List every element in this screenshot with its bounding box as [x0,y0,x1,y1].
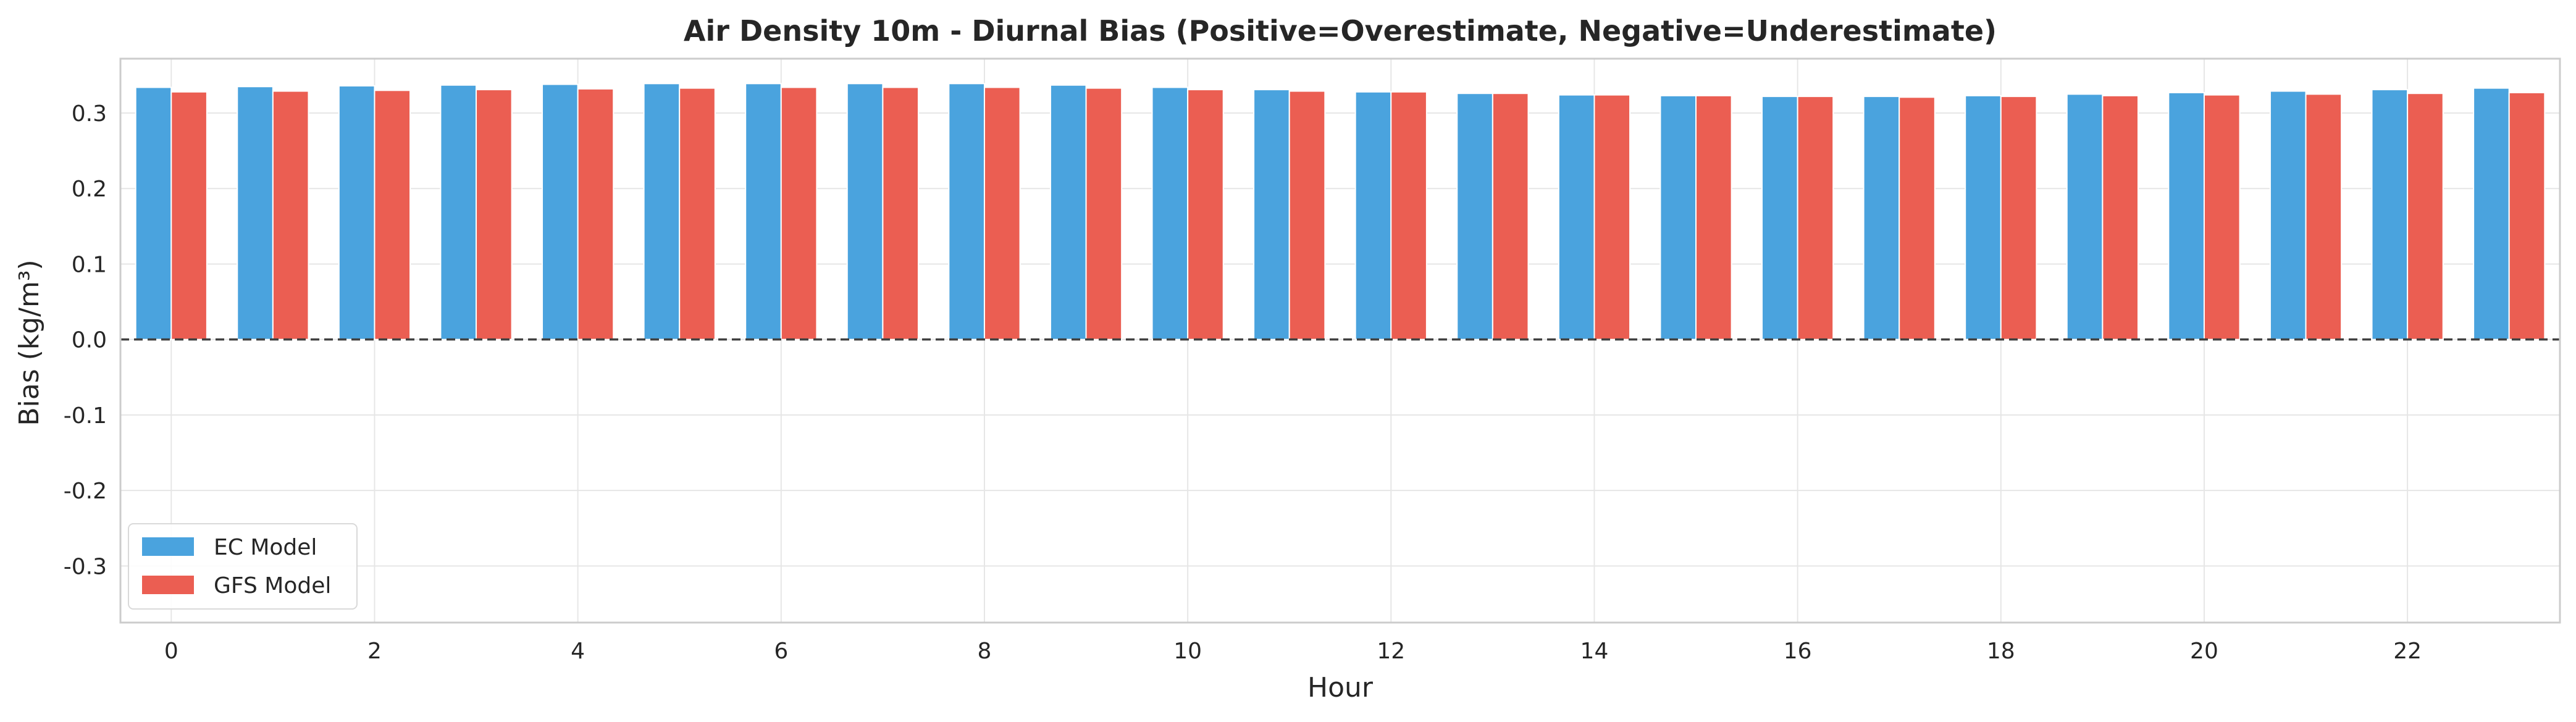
bar-ec-model [1659,94,1697,340]
bar-ec-model [1354,91,1392,340]
bar-gfs-model [2407,93,2444,340]
bar-gfs-model [374,90,411,340]
bar-ec-model [1151,86,1189,340]
legend: EC Model GFS Model [128,523,358,610]
bar-gfs-model [882,86,919,340]
bar-ec-model [1863,96,1900,340]
y-tick-label: -0.2 [64,479,107,504]
bar-ec-model [2269,90,2307,340]
bar-ec-model [2473,87,2510,340]
bar-gfs-model [2203,94,2241,340]
bar-gfs-model [780,86,818,340]
bar-gfs-model [2000,96,2037,340]
bar-gfs-model [577,88,615,340]
x-tick-label: 2 [367,639,382,664]
bar-ec-model [1761,96,1798,340]
bar-gfs-model [1085,87,1123,340]
bar-gfs-model [1187,89,1224,340]
y-axis-label: Bias (kg/m³) [14,259,45,426]
ticks-layer: 0.3 0.2 0.1 0.0 -0.1 -0.2 -0.3 0 2 4 6 8 10 12 14 16 18 2… [64,101,2422,664]
bar-ec-model [2168,92,2205,340]
bar-ec-model [1253,89,1290,340]
bar-gfs-model [1898,96,1936,340]
bar-ec-model [948,83,985,340]
bar-ec-model [237,86,274,340]
bar-ec-model [135,86,172,340]
bar-gfs-model [2508,92,2546,340]
bar-ec-model [440,84,477,340]
x-tick-label: 14 [1580,639,1609,664]
x-tick-label: 18 [1987,639,2015,664]
bar-ec-model [745,83,782,340]
bar-ec-model [2371,89,2409,340]
y-tick-label: -0.1 [64,403,107,429]
bar-gfs-model [1491,93,1529,340]
bar-gfs-model [2102,94,2139,340]
bar-gfs-model [1797,96,1834,340]
x-tick-label: 0 [164,639,178,664]
bar-ec-model [542,83,579,340]
bar-gfs-model [983,86,1021,340]
bar-ec-model [338,85,375,340]
bar-ec-model [1558,94,1595,340]
bar-gfs-model [170,91,208,340]
x-tick-label: 12 [1377,639,1405,664]
bar-gfs-model [1593,94,1631,340]
legend-label-ec-model: EC Model [214,535,317,560]
x-tick-label: 20 [2190,639,2218,664]
bar-ec-model [2066,93,2104,340]
bar-gfs-model [272,90,309,340]
y-tick-label: 0.3 [72,101,107,127]
legend-label-gfs-model: GFS Model [214,573,331,598]
x-tick-label: 8 [978,639,992,664]
bar-ec-model [1456,93,1493,340]
bar-ec-model [1049,84,1087,340]
bar-gfs-model [679,87,716,340]
y-tick-label: 0.0 [72,328,107,353]
bar-gfs-model [2305,93,2343,340]
bar-gfs-model [1695,94,1732,340]
bar-ec-model [1965,94,2002,340]
y-tick-label: 0.1 [72,252,107,277]
x-tick-label: 10 [1173,639,1202,664]
bar-gfs-model [1288,90,1326,340]
plot-frame [119,57,2561,624]
bar-ec-model [643,83,681,340]
bar-ec-model [846,83,884,340]
legend-swatch-ec-model [142,537,194,556]
x-tick-label: 22 [2393,639,2422,664]
x-tick-label: 4 [571,639,585,664]
x-tick-label: 6 [774,639,788,664]
y-tick-label: 0.2 [72,177,107,202]
x-axis-label: Hour [1307,672,1374,703]
legend-swatch-gfs-model [142,576,194,594]
bar-gfs-model [1390,91,1427,340]
bars-layer [135,83,2546,340]
bar-gfs-model [476,89,513,340]
chart-title: Air Density 10m - Diurnal Bias (Positive… [684,14,1997,48]
x-tick-label: 16 [1784,639,1812,664]
y-tick-label: -0.3 [64,554,107,579]
